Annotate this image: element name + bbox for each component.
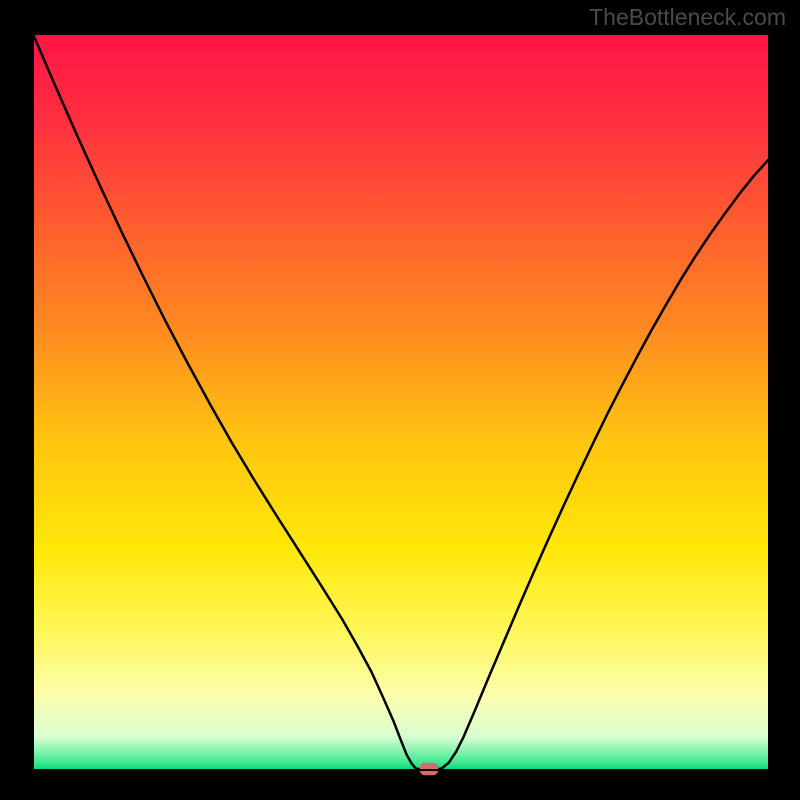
chart-container: TheBottleneck.com <box>0 0 800 800</box>
plot-background <box>33 34 769 770</box>
bottleneck-chart <box>0 0 800 800</box>
watermark-text: TheBottleneck.com <box>589 4 786 31</box>
